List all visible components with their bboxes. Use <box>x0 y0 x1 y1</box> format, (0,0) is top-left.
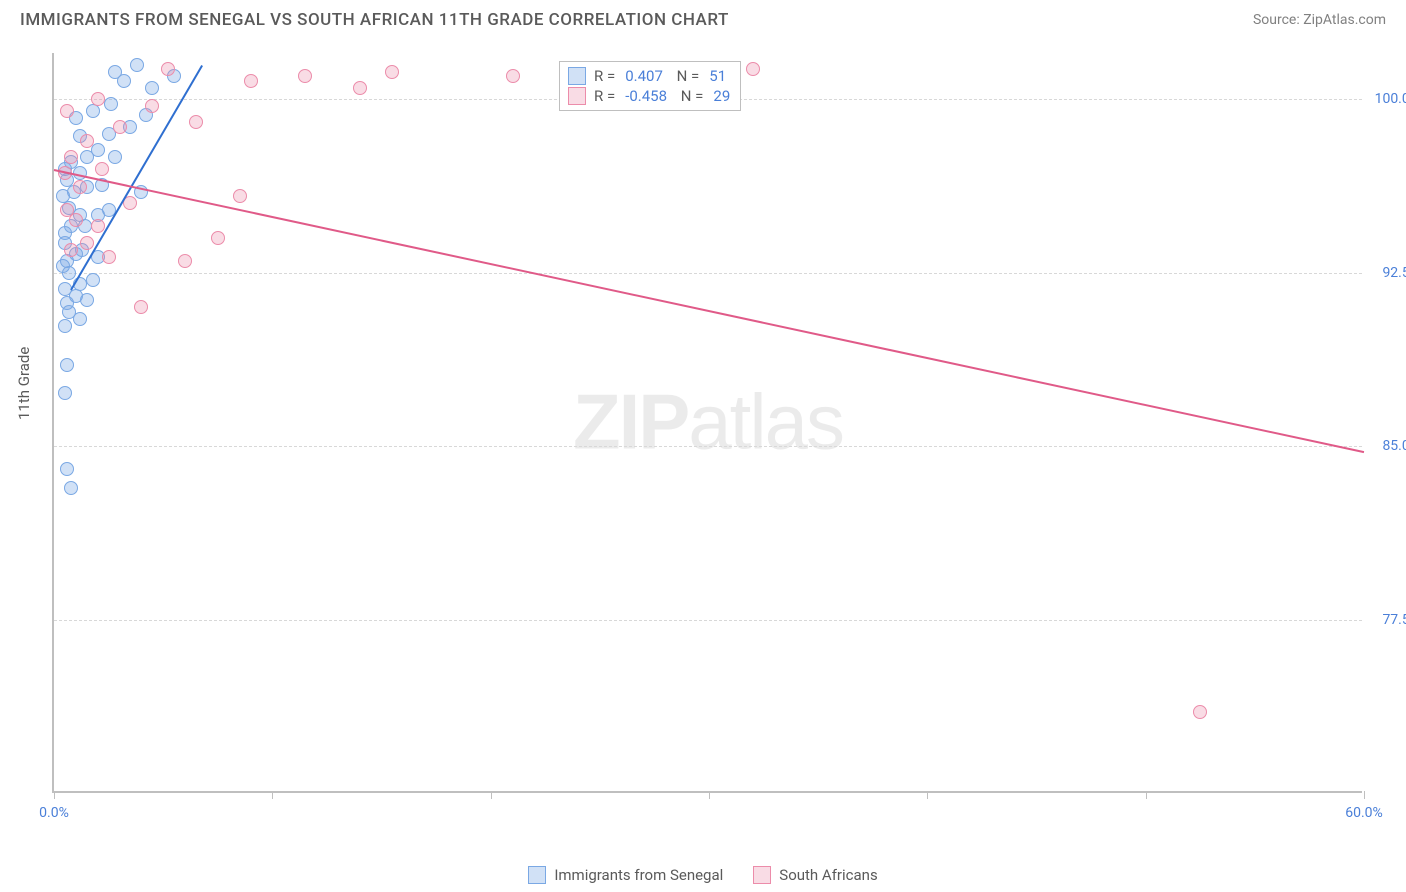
data-point <box>60 203 74 217</box>
gridline <box>54 273 1362 274</box>
r-label: R = <box>594 67 615 85</box>
data-point <box>95 162 109 176</box>
data-point <box>80 236 94 250</box>
data-point <box>108 150 122 164</box>
n-value: 51 <box>707 67 728 85</box>
watermark: ZIPatlas <box>573 377 843 468</box>
x-tick <box>54 791 55 799</box>
data-point <box>189 115 203 129</box>
y-axis-label: 11th Grade <box>15 347 33 420</box>
data-point <box>244 74 258 88</box>
data-point <box>80 134 94 148</box>
source-label: Source: ZipAtlas.com <box>1253 12 1386 28</box>
data-point <box>64 243 78 257</box>
r-value: 0.407 <box>623 67 665 85</box>
n-label: N = <box>673 67 699 85</box>
data-point <box>108 65 122 79</box>
data-point <box>58 386 72 400</box>
x-tick <box>491 791 492 799</box>
n-value: 29 <box>711 87 732 105</box>
x-tick <box>927 791 928 799</box>
legend-swatch-icon <box>528 866 546 884</box>
x-tick-label: 60.0% <box>1345 805 1383 821</box>
data-point <box>102 250 116 264</box>
bottom-legend: Immigrants from Senegal South Africans <box>0 866 1406 884</box>
data-point <box>91 92 105 106</box>
data-point <box>161 62 175 76</box>
legend-swatch-icon <box>568 67 586 85</box>
data-point <box>178 254 192 268</box>
r-value: -0.458 <box>623 87 669 105</box>
data-point <box>64 481 78 495</box>
data-point <box>73 312 87 326</box>
data-point <box>134 300 148 314</box>
legend-item-senegal: Immigrants from Senegal <box>528 866 723 884</box>
data-point <box>211 231 225 245</box>
correlation-legend: R =0.407 N =51R =-0.458 N =29 <box>559 61 741 111</box>
legend-label: Immigrants from Senegal <box>554 866 723 884</box>
r-label: R = <box>594 87 615 105</box>
y-tick-label: 92.5% <box>1370 265 1406 281</box>
y-tick-label: 85.0% <box>1370 438 1406 454</box>
data-point <box>91 143 105 157</box>
data-point <box>1193 705 1207 719</box>
legend-item-south-africans: South Africans <box>753 866 877 884</box>
x-tick-label: 0.0% <box>39 805 69 821</box>
gridline <box>54 620 1362 621</box>
x-tick <box>1364 791 1365 799</box>
data-point <box>104 97 118 111</box>
x-tick <box>272 791 273 799</box>
gridline <box>54 446 1362 447</box>
y-tick-label: 77.5% <box>1370 612 1406 628</box>
data-point <box>145 81 159 95</box>
data-point <box>80 293 94 307</box>
correlation-row: R = -0.458 N = 29 <box>568 86 732 106</box>
correlation-row: R = 0.407 N = 51 <box>568 66 732 86</box>
trend-line <box>54 169 1364 453</box>
data-point <box>145 99 159 113</box>
data-point <box>64 150 78 164</box>
chart-title: IMMIGRANTS FROM SENEGAL VS SOUTH AFRICAN… <box>20 10 729 30</box>
n-label: N = <box>677 87 703 105</box>
legend-swatch-icon <box>753 866 771 884</box>
data-point <box>385 65 399 79</box>
data-point <box>86 273 100 287</box>
data-point <box>746 62 760 76</box>
data-point <box>353 81 367 95</box>
data-point <box>298 69 312 83</box>
data-point <box>60 358 74 372</box>
legend-swatch-icon <box>568 87 586 105</box>
data-point <box>58 319 72 333</box>
y-tick-label: 100.0% <box>1370 91 1406 107</box>
chart-plot-area: ZIPatlas 77.5%85.0%92.5%100.0%0.0%60.0%R… <box>52 53 1362 793</box>
data-point <box>113 120 127 134</box>
data-point <box>73 180 87 194</box>
data-point <box>506 69 520 83</box>
data-point <box>60 104 74 118</box>
x-tick <box>1146 791 1147 799</box>
data-point <box>233 189 247 203</box>
x-tick <box>709 791 710 799</box>
data-point <box>130 58 144 72</box>
legend-label: South Africans <box>779 866 877 884</box>
data-point <box>60 462 74 476</box>
